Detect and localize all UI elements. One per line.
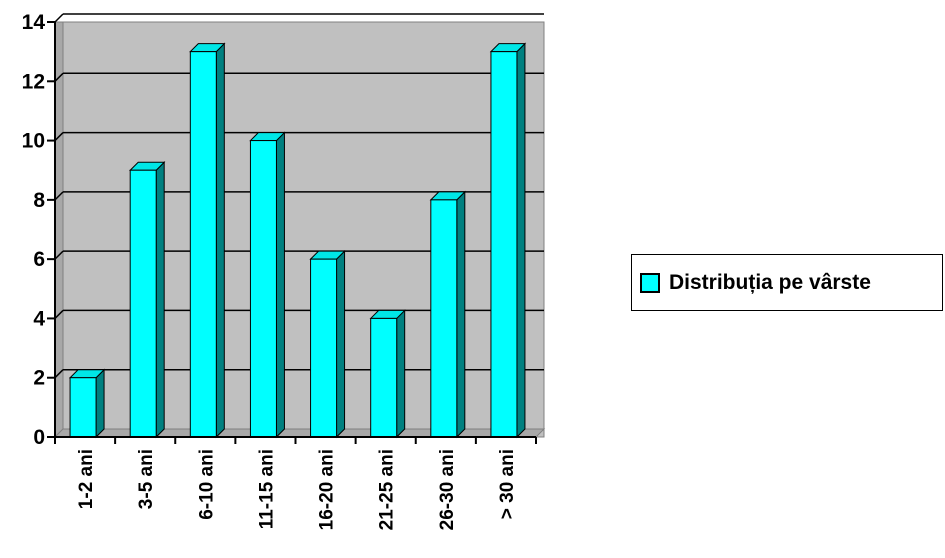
x-tick-label: 26-30 ani — [437, 449, 458, 530]
y-tick-label: 14 — [22, 11, 46, 34]
x-tick-label: 1-2 ani — [76, 449, 97, 509]
bar-front — [310, 258, 338, 438]
bar-side — [275, 131, 285, 439]
legend-swatch — [640, 272, 660, 293]
x-tick-label: 3-5 ani — [136, 449, 157, 509]
x-tick-label: 21-25 ani — [377, 449, 398, 530]
bar — [68, 368, 106, 439]
bar — [249, 131, 286, 439]
y-tick-label: 8 — [33, 189, 45, 212]
bar-front — [430, 199, 458, 438]
bar-side — [516, 42, 526, 439]
y-tick-label: 6 — [33, 248, 45, 271]
bar-front — [490, 51, 518, 438]
bar — [369, 309, 406, 439]
legend: Distribuția pe vârste — [631, 254, 943, 311]
bar — [309, 249, 346, 439]
bar-side — [155, 161, 165, 439]
plot-area — [53, 21, 546, 439]
x-tick-label: 16-20 ani — [317, 449, 338, 530]
y-tick-label: 4 — [33, 307, 45, 330]
gridline-diagonal — [54, 250, 64, 260]
bar-side — [215, 42, 225, 439]
bar-front — [249, 140, 277, 438]
y-tick-label: 10 — [22, 130, 45, 153]
y-axis-tick-labels: 0 2 4 6 8 10 12 14 — [22, 11, 46, 449]
axes — [47, 21, 537, 444]
floor — [53, 428, 546, 438]
y-tick-label: 12 — [22, 70, 45, 93]
x-tick-label: 11-15 ani — [256, 449, 277, 529]
bar-side — [95, 368, 105, 439]
bar-side — [396, 309, 406, 439]
bar — [489, 42, 527, 439]
gridline-diagonal — [54, 369, 64, 379]
bar — [189, 42, 226, 439]
gridline-diagonal — [54, 191, 64, 201]
y-tick-label: 0 — [33, 426, 45, 449]
bar-front — [69, 377, 97, 438]
gridline-diagonal — [54, 72, 64, 82]
legend-label: Distribuția pe vârste — [669, 270, 871, 294]
bar-side — [456, 190, 466, 439]
x-tick-label: > 30 ani — [497, 449, 518, 519]
gridline-diagonal — [54, 13, 64, 23]
bar-front — [129, 169, 157, 438]
bar-side — [336, 249, 346, 439]
bar-front — [189, 51, 217, 438]
y-tick-label: 2 — [33, 367, 45, 390]
x-axis-tick-labels: 1-2 ani 3-5 ani 6-10 ani 11-15 ani 16-20 ani… — [76, 449, 518, 530]
bar — [429, 190, 467, 439]
gridline-diagonal — [54, 309, 64, 319]
bar — [128, 161, 166, 439]
gridline-diagonal — [54, 132, 64, 142]
bar-front — [370, 317, 398, 438]
x-tick-label: 6-10 ani — [196, 449, 217, 520]
bars — [68, 42, 527, 439]
